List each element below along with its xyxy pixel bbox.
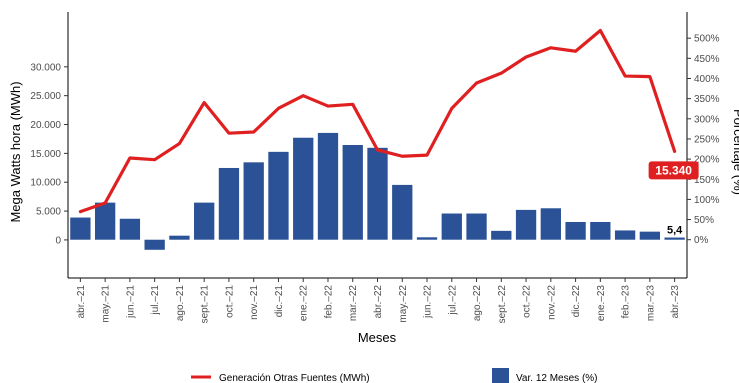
x-tick-label: sept.–22 [497, 285, 508, 324]
x-axis-title: Meses [358, 330, 397, 345]
y-tick-label: 0 [55, 235, 61, 246]
axes: 0 5.000 10.000 15.000 20.000 25.000 30.000 0% 50… [30, 12, 720, 324]
bar [416, 237, 438, 240]
x-tick-label: feb.–22 [323, 285, 334, 319]
bar [218, 167, 240, 240]
bar [268, 151, 289, 240]
x-tick-label: ago.–22 [472, 285, 483, 322]
bar [317, 132, 339, 240]
x-tick-label: mar.–23 [645, 285, 656, 322]
bar [392, 184, 413, 240]
bar [293, 137, 314, 240]
bar [639, 231, 661, 240]
y2-tick-label: 250% [694, 134, 720, 145]
bar [466, 213, 487, 240]
y2-tick-label: 500% [694, 34, 720, 45]
x-tick-label: ago.–21 [175, 285, 186, 322]
line-value-label: 15.340 [655, 163, 692, 177]
y2-tick-label: 400% [694, 74, 720, 85]
x-tick-label: ene.–22 [299, 285, 310, 322]
x-tick-label: jun.–22 [423, 285, 434, 319]
y2-tick-label: 300% [694, 114, 720, 125]
bar [565, 221, 586, 240]
legend-label-line: Generación Otras Fuentes (MWh) [219, 373, 370, 383]
legend-label-bar: Var. 12 Meses (%) [516, 373, 598, 383]
x-tick-label: jun.–21 [125, 285, 136, 319]
x-tick-label: mar.–22 [348, 285, 359, 322]
y2-tick-label: 0% [694, 235, 709, 246]
y-tick-label: 15.000 [30, 149, 61, 160]
y-tick-label: 10.000 [30, 178, 61, 189]
x-tick-label: ene.–23 [596, 285, 607, 322]
x-tick-label: nov.–21 [249, 285, 260, 320]
bar [441, 213, 462, 240]
line-series [78, 28, 677, 214]
x-tick-label: dic.–22 [571, 285, 582, 318]
bar [515, 209, 537, 240]
x-tick-label: abr.–23 [670, 285, 681, 319]
y2-tick-label: 100% [694, 195, 720, 206]
x-tick-label: oct.–22 [522, 285, 533, 318]
bar [243, 162, 264, 240]
x-tick-label: feb.–23 [621, 285, 632, 319]
legend-square-marker [492, 368, 509, 383]
bar [169, 235, 190, 240]
x-tick-label: abr.–22 [373, 285, 384, 319]
bar [590, 221, 611, 240]
y-axis-title: Mega Watts hora (MWh) [8, 81, 23, 222]
x-tick-label: jul.–21 [150, 285, 161, 316]
y2-tick-label: 350% [694, 94, 720, 105]
bar [540, 208, 561, 240]
bar [491, 230, 512, 240]
y2-tick-label: 150% [694, 175, 720, 186]
x-tick-label: abr.–21 [76, 285, 87, 319]
line-path [78, 28, 677, 214]
legend: Generación Otras Fuentes (MWh) Var. 12 M… [191, 368, 598, 383]
bar-value-label: 5,4 [667, 225, 683, 237]
bar [194, 202, 215, 240]
x-tick-label: jul.–22 [447, 285, 458, 316]
bar [119, 218, 141, 240]
y-tick-label: 25.000 [30, 91, 61, 102]
bar [664, 237, 685, 240]
x-tick-label: nov.–22 [546, 285, 557, 320]
bar [70, 217, 91, 240]
x-tick-label: sept.–21 [200, 285, 211, 324]
bar-series [70, 132, 685, 250]
y2-tick-label: 450% [694, 54, 720, 65]
y2-axis-title: Porcentaje (%) [731, 109, 739, 195]
line-value-badge [648, 161, 699, 180]
x-tick-label: dic.–21 [274, 285, 285, 318]
y-tick-label: 5.000 [36, 207, 61, 218]
bar [144, 239, 165, 250]
y-tick-label: 20.000 [30, 120, 61, 131]
y-tick-label: 30.000 [30, 62, 61, 73]
y2-tick-label: 50% [694, 215, 714, 226]
bar [94, 202, 116, 240]
bar [367, 147, 388, 240]
bar [614, 230, 636, 240]
x-tick-label: oct.–21 [224, 285, 235, 318]
annotations: 15.340 5,4 [648, 161, 699, 237]
y2-tick-label: 200% [694, 155, 720, 166]
x-tick-label: may.–22 [398, 285, 409, 323]
bar [342, 145, 363, 240]
x-tick-label: may.–21 [101, 285, 112, 323]
